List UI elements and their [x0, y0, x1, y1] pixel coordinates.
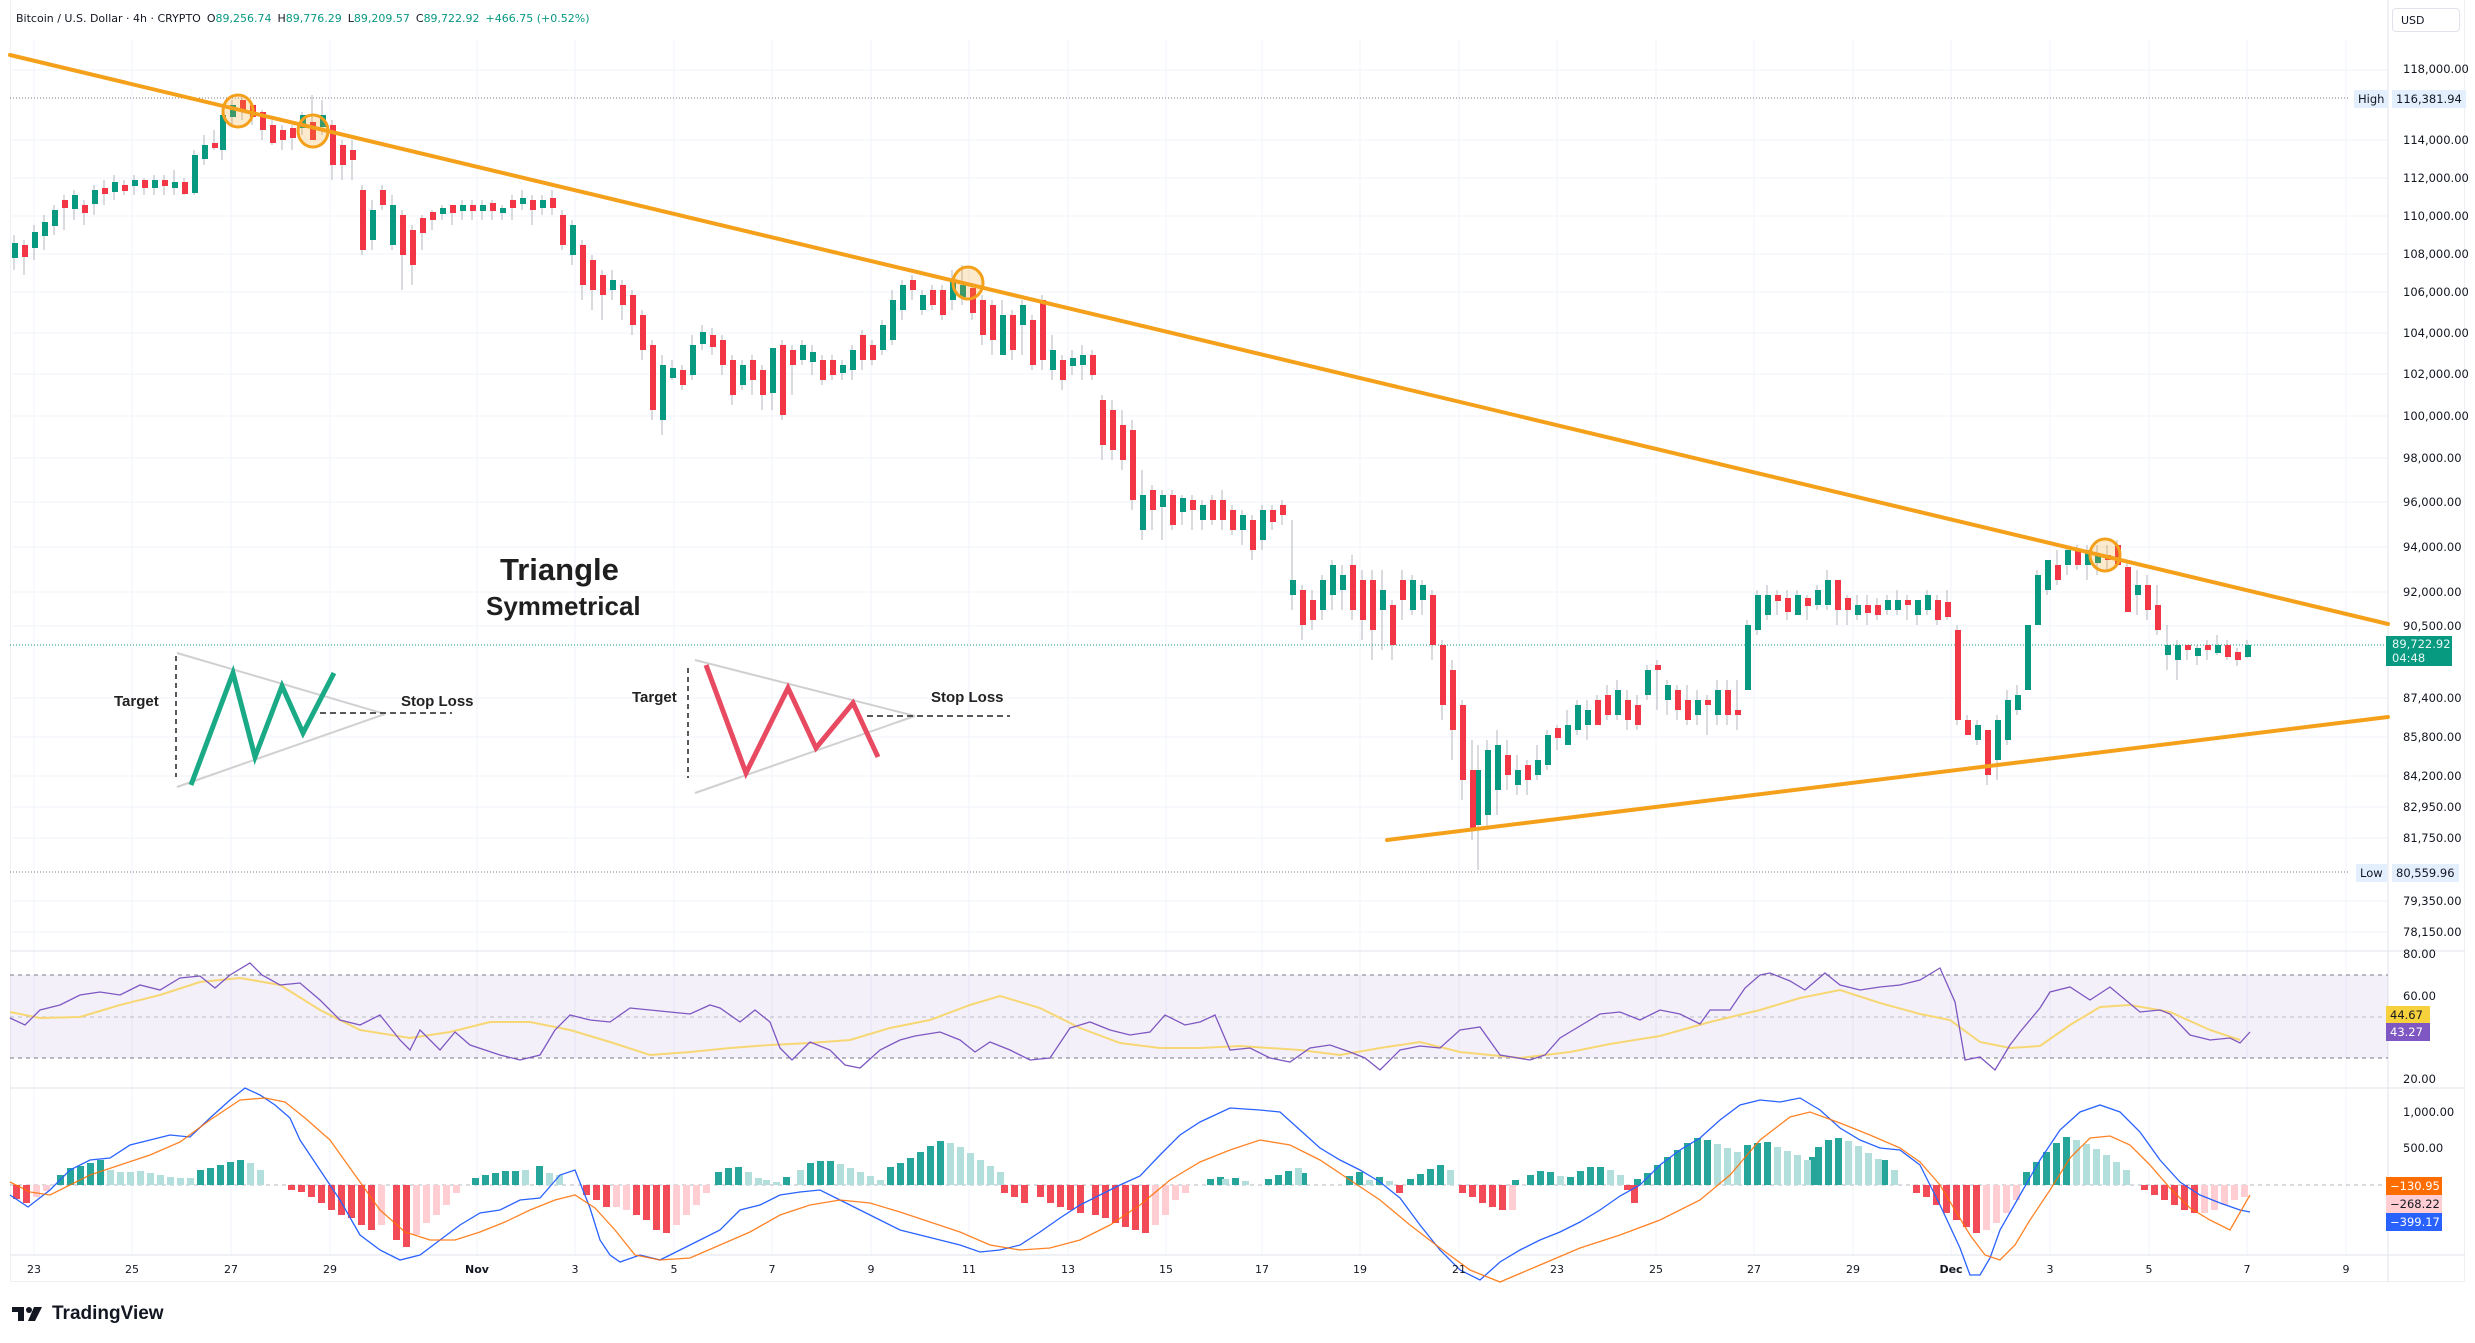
svg-text:25: 25: [125, 1263, 139, 1276]
last-price-tag: 89,722.92 04:48: [2386, 636, 2452, 666]
touch-markers[interactable]: [221, 93, 2122, 573]
macd-line-tag: −399.17: [2386, 1213, 2442, 1231]
high-tag-value: 116,381.94: [2392, 90, 2466, 108]
touch-circle[interactable]: [951, 265, 985, 301]
svg-text:23: 23: [1550, 1263, 1564, 1276]
svg-text:3: 3: [572, 1263, 579, 1276]
svg-text:29: 29: [323, 1263, 337, 1276]
svg-text:110,000.00: 110,000.00: [2403, 209, 2469, 223]
svg-text:23: 23: [27, 1263, 41, 1276]
pattern-title: Triangle: [500, 552, 619, 587]
macd-signal-tag: −130.95: [2386, 1177, 2442, 1195]
svg-text:80.00: 80.00: [2403, 947, 2436, 961]
svg-text:7: 7: [769, 1263, 776, 1276]
svg-text:19: 19: [1353, 1263, 1367, 1276]
tradingview-logo[interactable]: TradingView: [12, 1303, 164, 1325]
svg-text:17: 17: [1255, 1263, 1269, 1276]
svg-text:Dec: Dec: [1939, 1263, 1962, 1276]
close-value: 89,722.92: [423, 12, 480, 25]
high-tag-label: High: [2354, 90, 2389, 108]
svg-text:15: 15: [1159, 1263, 1173, 1276]
svg-text:3: 3: [2047, 1263, 2054, 1276]
time-axis[interactable]: 23 25 27 29 Nov 3 5 7 9 11 13 15 17 19 2…: [27, 1263, 2350, 1276]
symbol-name[interactable]: Bitcoin / U.S. Dollar · 4h · CRYPTO: [16, 12, 201, 25]
macd-pane[interactable]: [9, 1087, 2388, 1283]
svg-text:20.00: 20.00: [2403, 1072, 2436, 1086]
grid: [10, 40, 2388, 1255]
svg-text:78,150.00: 78,150.00: [2403, 925, 2462, 939]
svg-text:90,500.00: 90,500.00: [2403, 619, 2462, 633]
symbol-legend: Bitcoin / U.S. Dollar · 4h · CRYPTO O89,…: [16, 12, 590, 25]
descending-trendline[interactable]: [8, 53, 2390, 626]
svg-text:100,000.00: 100,000.00: [2403, 409, 2469, 423]
svg-text:25: 25: [1649, 1263, 1663, 1276]
svg-text:79,350.00: 79,350.00: [2403, 894, 2462, 908]
svg-text:9: 9: [2343, 1263, 2350, 1276]
low-tag-label: Low: [2356, 864, 2387, 882]
svg-text:96,000.00: 96,000.00: [2403, 495, 2462, 509]
tradingview-logo-icon: [12, 1307, 42, 1321]
low-value: 89,209.57: [353, 12, 410, 25]
svg-text:1,000.00: 1,000.00: [2403, 1105, 2454, 1119]
bull-target-label: Target: [114, 693, 159, 710]
price-axis[interactable]: 118,000.00 114,000.00 112,000.00 110,000…: [2403, 62, 2469, 1155]
rsi-pane[interactable]: [9, 962, 2388, 1071]
last-price-value: 89,722.92: [2392, 637, 2451, 651]
svg-text:87,400.00: 87,400.00: [2403, 691, 2462, 705]
svg-text:82,950.00: 82,950.00: [2403, 800, 2462, 814]
svg-text:112,000.00: 112,000.00: [2403, 171, 2469, 185]
svg-text:81,750.00: 81,750.00: [2403, 831, 2462, 845]
bull-stop-loss-label: Stop Loss: [401, 693, 474, 710]
currency-button[interactable]: USD: [2392, 8, 2460, 32]
high-value: 89,776.29: [285, 12, 342, 25]
svg-text:29: 29: [1846, 1263, 1860, 1276]
svg-text:114,000.00: 114,000.00: [2403, 133, 2469, 147]
ascending-trendline[interactable]: [1385, 715, 2390, 842]
candlesticks[interactable]: [12, 95, 2251, 870]
svg-text:Nov: Nov: [465, 1263, 490, 1276]
svg-text:9: 9: [868, 1263, 875, 1276]
svg-text:27: 27: [1747, 1263, 1761, 1276]
touch-circle[interactable]: [221, 93, 255, 129]
brand-name: TradingView: [52, 1303, 164, 1324]
macd-histogram-tag: −268.22: [2386, 1195, 2442, 1213]
svg-text:13: 13: [1061, 1263, 1075, 1276]
svg-text:118,000.00: 118,000.00: [2403, 62, 2469, 76]
touch-circle[interactable]: [2088, 537, 2122, 573]
svg-text:104,000.00: 104,000.00: [2403, 326, 2469, 340]
pattern-subtitle: Symmetrical: [486, 591, 641, 621]
svg-text:84,200.00: 84,200.00: [2403, 769, 2462, 783]
rsi-tag: 43.27: [2386, 1023, 2430, 1041]
bar-countdown: 04:48: [2392, 651, 2426, 665]
svg-text:108,000.00: 108,000.00: [2403, 247, 2469, 261]
touch-circle[interactable]: [296, 113, 330, 149]
svg-text:7: 7: [2244, 1263, 2251, 1276]
svg-text:94,000.00: 94,000.00: [2403, 540, 2462, 554]
change-value: +466.75 (+0.52%): [485, 12, 590, 25]
svg-text:500.00: 500.00: [2403, 1141, 2443, 1155]
open-value: 89,256.74: [215, 12, 272, 25]
svg-text:92,000.00: 92,000.00: [2403, 585, 2462, 599]
svg-text:60.00: 60.00: [2403, 989, 2436, 1003]
bear-target-label: Target: [632, 689, 677, 706]
svg-text:5: 5: [2146, 1263, 2153, 1276]
low-tag-value: 80,559.96: [2392, 864, 2459, 882]
svg-text:21: 21: [1452, 1263, 1466, 1276]
svg-text:11: 11: [962, 1263, 976, 1276]
bullish-pattern-diagram: [175, 652, 452, 788]
svg-text:85,800.00: 85,800.00: [2403, 730, 2462, 744]
svg-text:5: 5: [671, 1263, 678, 1276]
svg-text:98,000.00: 98,000.00: [2403, 451, 2462, 465]
svg-text:102,000.00: 102,000.00: [2403, 367, 2469, 381]
rsi-ma-tag: 44.67: [2386, 1006, 2430, 1024]
bear-stop-loss-label: Stop Loss: [931, 689, 1004, 706]
bearish-pattern-diagram: [687, 659, 1010, 794]
svg-text:27: 27: [224, 1263, 238, 1276]
chart-frame: [10, 0, 2465, 1282]
svg-text:106,000.00: 106,000.00: [2403, 285, 2469, 299]
